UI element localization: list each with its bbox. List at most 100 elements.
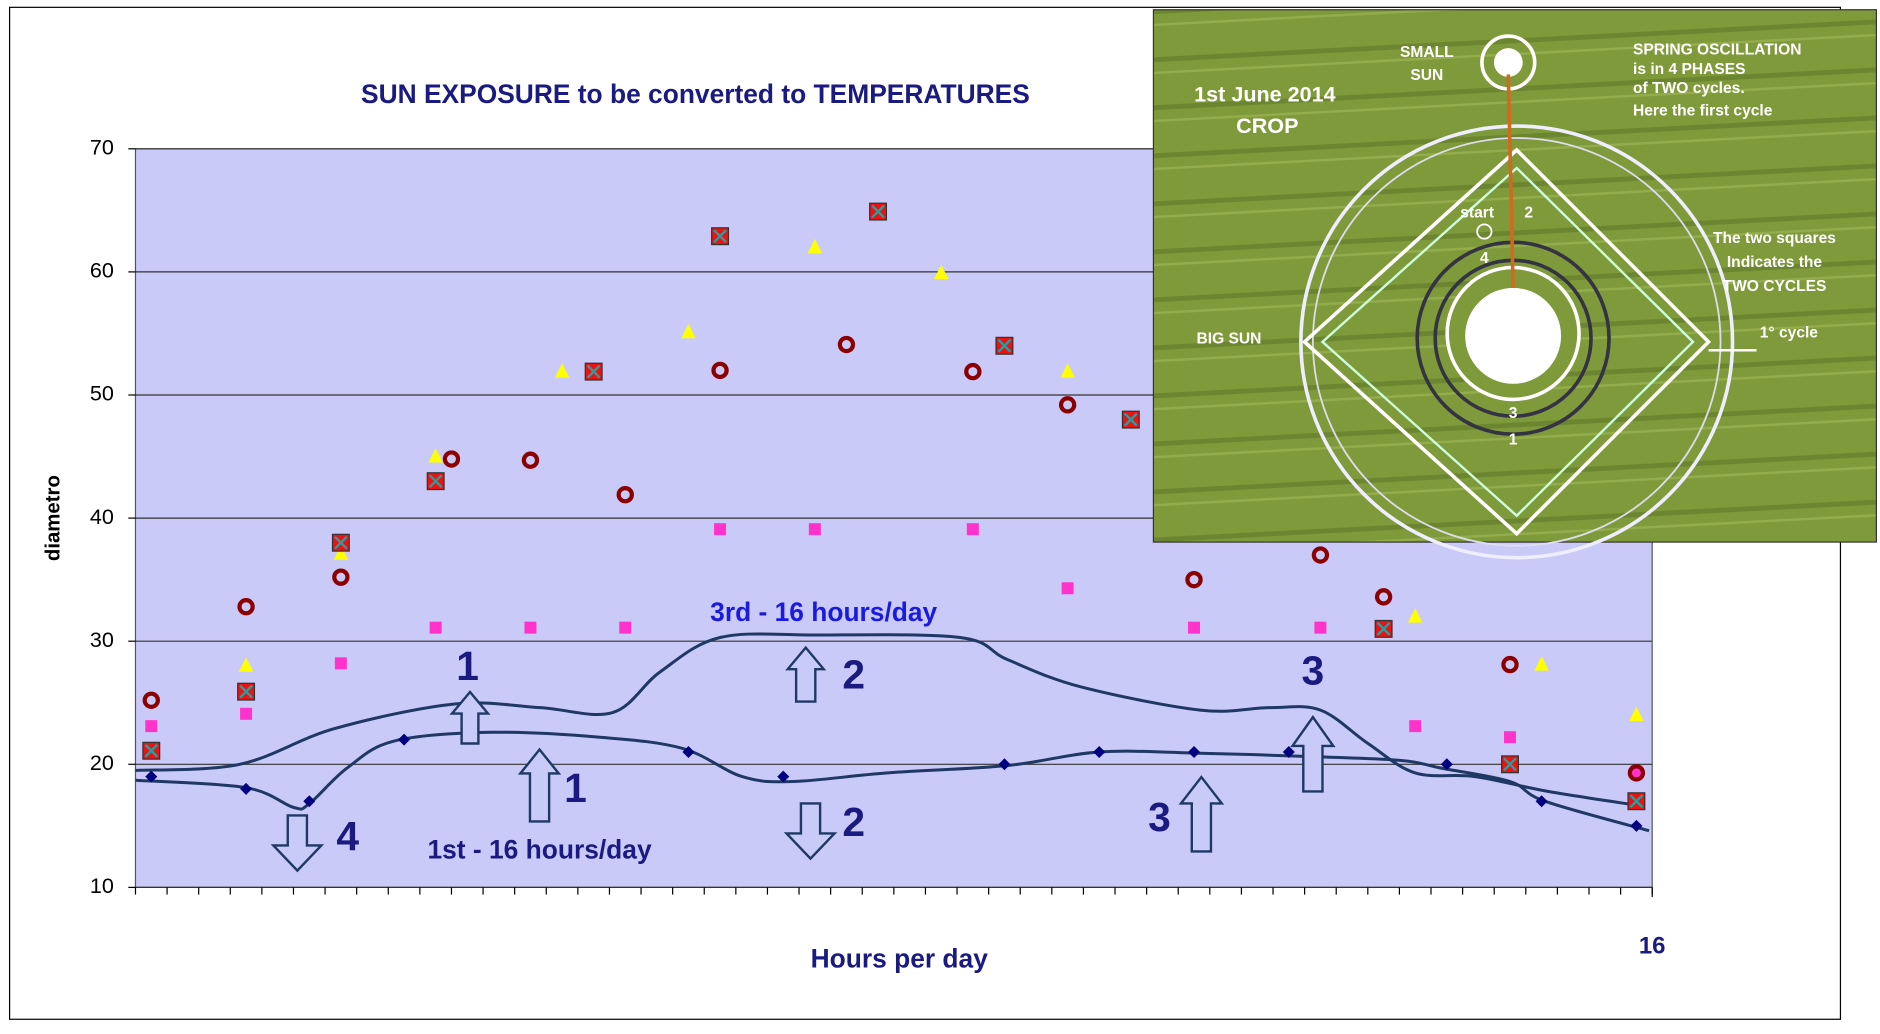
ring-marker [1311,546,1330,564]
boxx-marker [1374,619,1393,638]
boxx-marker [142,741,161,760]
y-tick-label: 40 [90,504,114,529]
marks [142,202,1646,832]
square-marker [619,621,632,634]
inset-square [1320,166,1695,518]
inset-text: is in 4 PHASES [1633,61,1746,78]
annotation: 3 [1148,794,1171,840]
annotation: 1 [564,765,587,811]
diamond-marker [303,795,316,808]
annotation: 3 [1302,648,1325,694]
inset-ring [1299,124,1735,560]
inset-text: 1 [1509,431,1518,448]
ring-marker [964,362,982,381]
square-marker [1409,720,1422,733]
inset-text: BIG SUN [1196,331,1261,348]
x-tick-label: 16 [1639,933,1666,960]
inset-text: 1st June 2014 [1194,82,1336,107]
arrow-up [1290,715,1336,793]
x-axis-label: Hours per day [811,943,989,973]
diamond-marker [240,782,253,795]
annotation: 2 [842,799,865,845]
boxx-cross [1503,757,1517,772]
boxx-marker [869,202,888,221]
square-marker [714,523,727,536]
triangle-marker [807,238,823,254]
boxx-marker [1627,792,1646,811]
triangle-marker [681,323,696,339]
boxx-marker [711,227,730,246]
inset-text: 3 [1509,405,1518,422]
triangle-marker [428,448,443,463]
boxx-marker [1501,755,1519,774]
arrow-down [270,814,325,873]
diamond-marker [1535,795,1548,808]
inset-text: SUN [1410,67,1443,84]
y-tick-label: 50 [90,381,114,406]
ring-marker [442,450,461,468]
boxx-marker [331,533,350,552]
ring-marker [142,691,160,709]
annotation: 3rd - 16 hours/day [710,597,937,627]
y-tick-label: 30 [90,627,114,652]
square-marker [1314,621,1327,634]
trend-line [135,632,1643,808]
ring-marker [1058,396,1077,414]
ring-marker [837,335,856,354]
inset-text: Indicates the [1727,254,1823,271]
boxx-cross [1376,622,1391,636]
arrow-up [517,747,562,823]
boxx-marker [1121,410,1140,429]
boxx-marker [995,336,1014,355]
square-marker [966,523,979,536]
inset-start [1476,223,1493,240]
inset-text: TWO CYCLES [1723,278,1827,295]
boxx-cross [1629,794,1644,809]
inset-text: 2 [1524,205,1533,222]
inset-text: CROP [1236,113,1298,138]
diamond-marker [777,770,790,783]
square-marker [145,720,158,733]
ring-marker [616,486,634,504]
inset-text: Here the first cycle [1633,103,1773,120]
diamond-marker [398,733,411,746]
inset-text: The two squares [1713,230,1836,247]
square-marker [808,523,821,536]
triangle-marker [1534,656,1549,671]
inset-pointer [1506,74,1515,288]
triangle-marker [1060,363,1075,378]
ring-marker [1501,655,1519,674]
diamond-marker [1282,745,1295,758]
inset-big-sun [1465,287,1562,384]
lines [135,632,1650,833]
ring-marker [1185,570,1203,589]
y-tick-label: 20 [90,750,114,775]
boxx-cross [586,364,601,379]
arrows [270,645,1336,873]
square-marker [240,707,253,720]
arrow-up [449,690,491,745]
annotation: 4 [336,813,359,859]
ring-marker [237,598,255,616]
square-marker [1630,765,1643,778]
diamond-marker [998,758,1011,771]
y-axis-label: diametro [42,475,64,561]
inset-text: SPRING OSCILLATION [1633,42,1801,59]
triangle-marker [333,545,349,560]
annotation: 1st - 16 hours/day [427,834,651,864]
boxx-marker [584,362,603,381]
inset-text: start [1460,205,1494,222]
y-tick-label: 60 [90,258,114,283]
square-marker [334,657,347,670]
y-tick-label: 10 [90,873,114,898]
boxx-cross [334,535,348,550]
square-marker [1188,621,1201,634]
square-marker [1061,582,1074,595]
arrow-up [785,645,827,703]
diamond-marker [145,770,158,783]
diamond-marker [1630,819,1643,832]
boxx-cross [239,684,253,699]
boxx-cross [428,474,443,489]
